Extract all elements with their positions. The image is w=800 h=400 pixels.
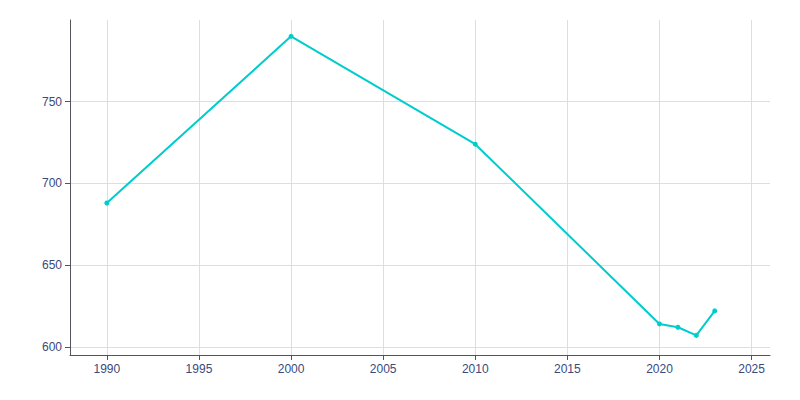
svg-text:2010: 2010 bbox=[462, 362, 489, 376]
svg-text:2025: 2025 bbox=[738, 362, 765, 376]
svg-text:2005: 2005 bbox=[370, 362, 397, 376]
svg-text:600: 600 bbox=[42, 340, 62, 354]
svg-text:1990: 1990 bbox=[93, 362, 120, 376]
svg-text:750: 750 bbox=[42, 95, 62, 109]
svg-text:2015: 2015 bbox=[554, 362, 581, 376]
svg-text:1995: 1995 bbox=[186, 362, 213, 376]
svg-text:2020: 2020 bbox=[646, 362, 673, 376]
svg-text:700: 700 bbox=[42, 176, 62, 190]
svg-text:650: 650 bbox=[42, 258, 62, 272]
svg-text:2000: 2000 bbox=[278, 362, 305, 376]
